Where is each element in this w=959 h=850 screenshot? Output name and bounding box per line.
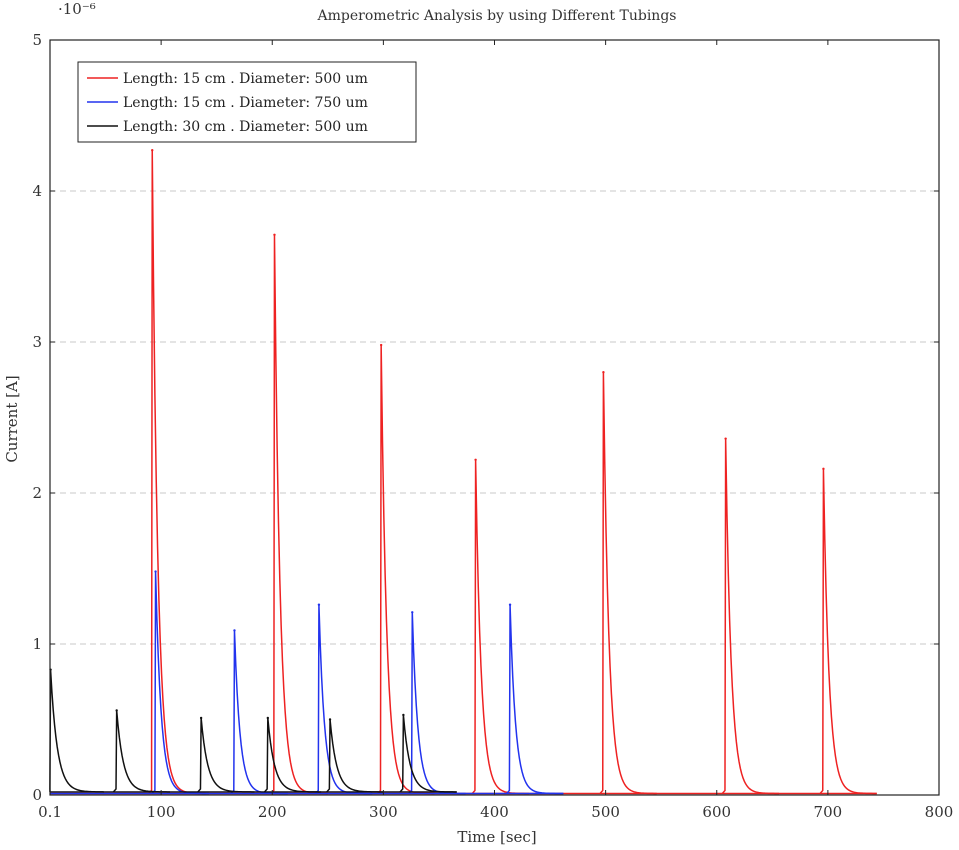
x-axis-title: Time [sec] (457, 828, 536, 846)
peak-point-black (266, 716, 270, 720)
peak-point-black (402, 713, 405, 717)
series-black (49, 668, 457, 793)
peak-point-black (115, 709, 118, 712)
y-axis-title: Current [A] (3, 375, 21, 462)
peak-point-black (328, 718, 332, 721)
legend-label-blue: Length: 15 cm . Diameter: 750 um (123, 95, 368, 111)
legend-label-red: Length: 15 cm . Diameter: 500 um (123, 71, 368, 87)
peak-point-blue (317, 603, 321, 606)
x-tick-label: 100 (147, 803, 176, 821)
peak-point-red (379, 343, 383, 347)
x-tick-label: 0.1 (38, 803, 62, 821)
grid-lines (50, 190, 939, 645)
peak-point-black (199, 716, 203, 720)
peak-point-blue (508, 603, 512, 606)
peak-point-blue (233, 629, 236, 632)
peak-point-red (474, 458, 477, 461)
legend-box (77, 61, 417, 143)
peak-point-red (602, 371, 605, 374)
x-tick-label: 200 (258, 803, 287, 821)
legend: Length: 15 cm . Diameter: 500 um Length:… (77, 61, 417, 143)
y-tick-label: 1 (32, 635, 42, 653)
peak-point-blue (154, 570, 157, 573)
x-tick-label: 600 (702, 803, 731, 821)
y-tick-label: 2 (32, 484, 42, 502)
chart-title: Amperometric Analysis by using Different… (317, 8, 677, 24)
x-tick-label: 500 (591, 803, 620, 821)
x-tick-label: 300 (369, 803, 398, 821)
peak-point-red (273, 233, 276, 236)
y-multiplier: ·10⁻⁶ (58, 0, 96, 18)
axis-ticks: 0.1 100 200 300 400 500 600 700 800 0 1 2 3 4 5 (32, 31, 953, 821)
peak-point-blue (411, 611, 414, 614)
x-tick-label: 400 (480, 803, 509, 821)
y-tick-label: 4 (32, 182, 42, 200)
x-tick-label: 800 (925, 803, 954, 821)
y-tick-label: 3 (32, 333, 42, 351)
y-tick-label: 0 (32, 786, 42, 804)
y-tick-label: 5 (32, 31, 42, 49)
x-tick-label: 700 (814, 803, 843, 821)
plot-series (49, 149, 877, 795)
peak-point-red (151, 149, 154, 152)
peak-point-red (822, 467, 825, 471)
peak-point-red (724, 437, 727, 440)
legend-label-black: Length: 30 cm . Diameter: 500 um (123, 119, 368, 135)
